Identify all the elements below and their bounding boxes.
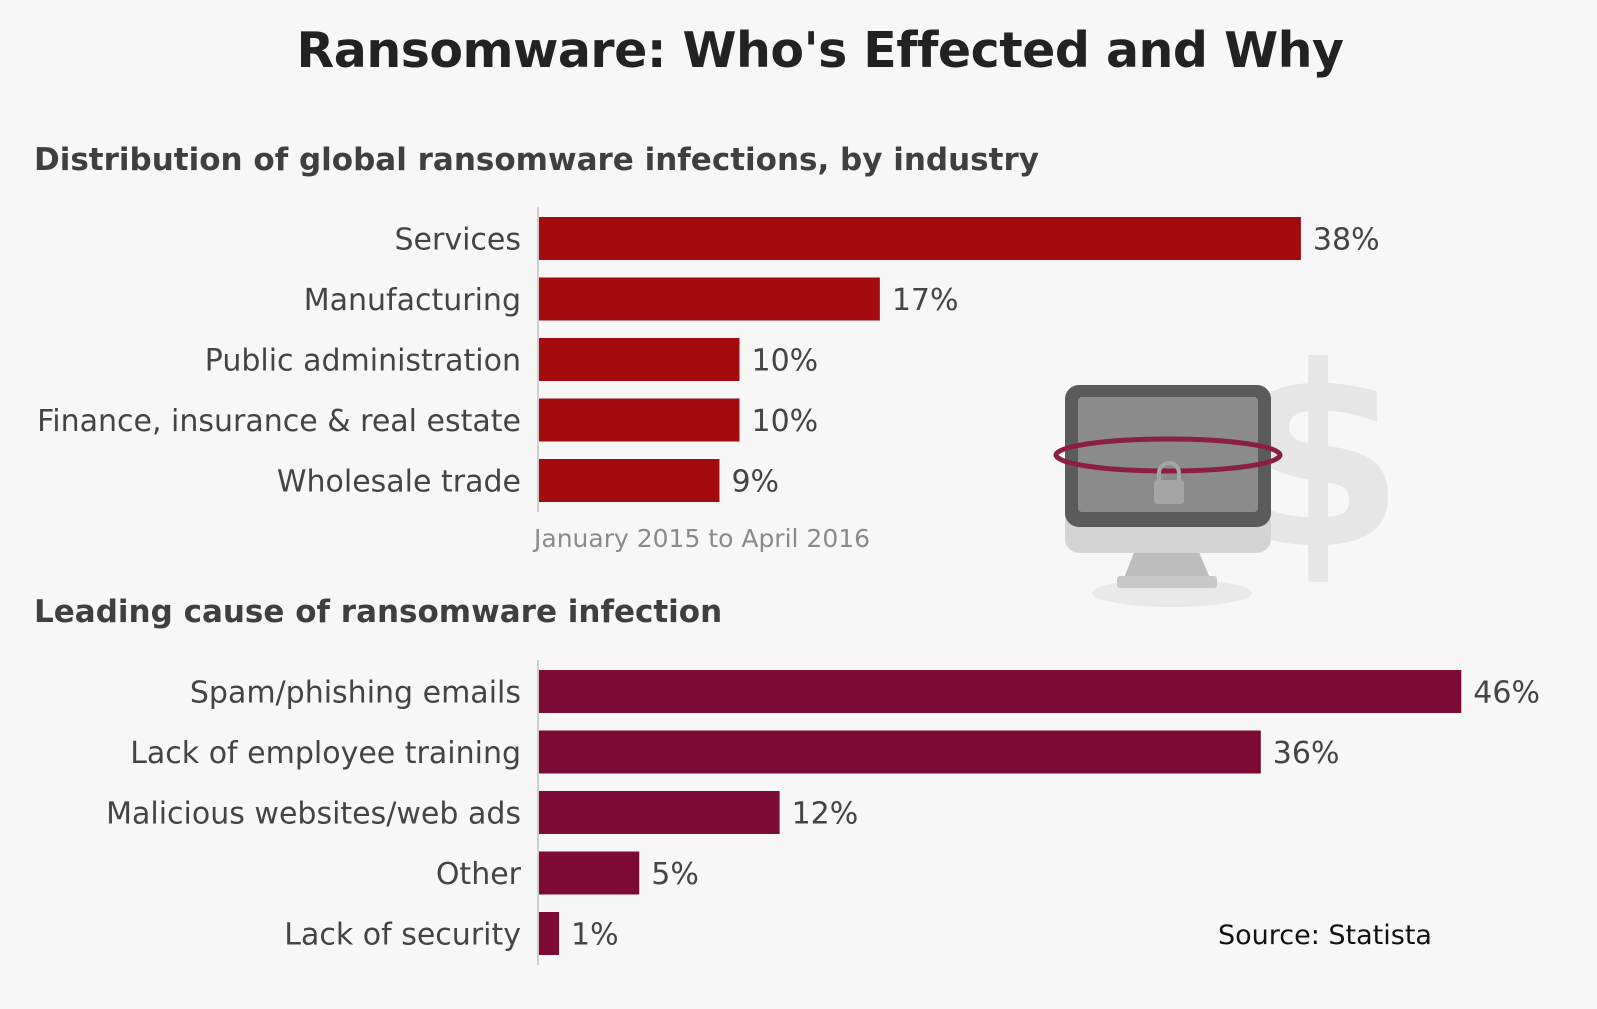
industry-chart-title: Distribution of global ransomware infect…	[34, 142, 1039, 178]
cause-category-label-1: Lack of employee training	[130, 736, 521, 771]
industry-bars: Services 38% Manufacturing 17% Public admini…	[37, 217, 1380, 502]
locked-computer-dollar-icon: $	[1053, 313, 1405, 607]
industry-category-label-1: Manufacturing	[304, 283, 521, 318]
industry-value-label-1: 17%	[892, 283, 959, 318]
industry-category-label-3: Finance, insurance & real estate	[37, 404, 521, 439]
industry-chart-note: January 2015 to April 2016	[534, 524, 871, 553]
industry-value-label-0: 38%	[1313, 223, 1380, 258]
cause-value-label-0: 46%	[1473, 676, 1540, 711]
industry-value-label-3: 10%	[752, 404, 819, 439]
industry-value-label-2: 10%	[752, 344, 819, 379]
cause-category-label-2: Malicious websites/web ads	[106, 797, 521, 832]
industry-bar-2	[539, 338, 740, 381]
cause-bar-0	[539, 670, 1462, 713]
industry-category-label-2: Public administration	[205, 344, 521, 379]
chart-title: Ransomware: Who's Effected and Why	[296, 22, 1344, 79]
industry-category-label-4: Wholesale trade	[277, 465, 521, 500]
industry-bar-1	[539, 277, 880, 321]
industry-value-label-4: 9%	[731, 465, 779, 500]
industry-bar-3	[539, 398, 740, 442]
industry-category-label-0: Services	[394, 223, 521, 258]
cause-chart-title: Leading cause of ransomware infection	[34, 594, 723, 630]
cause-bars: Spam/phishing emails 46% Lack of employee …	[106, 670, 1540, 955]
cause-bar-3	[539, 851, 640, 895]
cause-bar-2	[539, 791, 780, 834]
industry-bar-4	[539, 459, 720, 502]
cause-category-label-0: Spam/phishing emails	[190, 676, 521, 711]
source-label: Source: Statista	[1218, 920, 1432, 951]
cause-value-label-1: 36%	[1273, 736, 1340, 771]
cause-category-label-3: Other	[436, 857, 522, 892]
cause-bar-1	[539, 730, 1261, 774]
cause-bar-4	[539, 912, 560, 955]
industry-bar-0	[539, 217, 1301, 260]
cause-category-label-4: Lack of security	[284, 918, 521, 953]
cause-value-label-3: 5%	[651, 857, 699, 892]
cause-value-label-4: 1%	[571, 918, 619, 953]
cause-value-label-2: 12%	[792, 797, 859, 832]
